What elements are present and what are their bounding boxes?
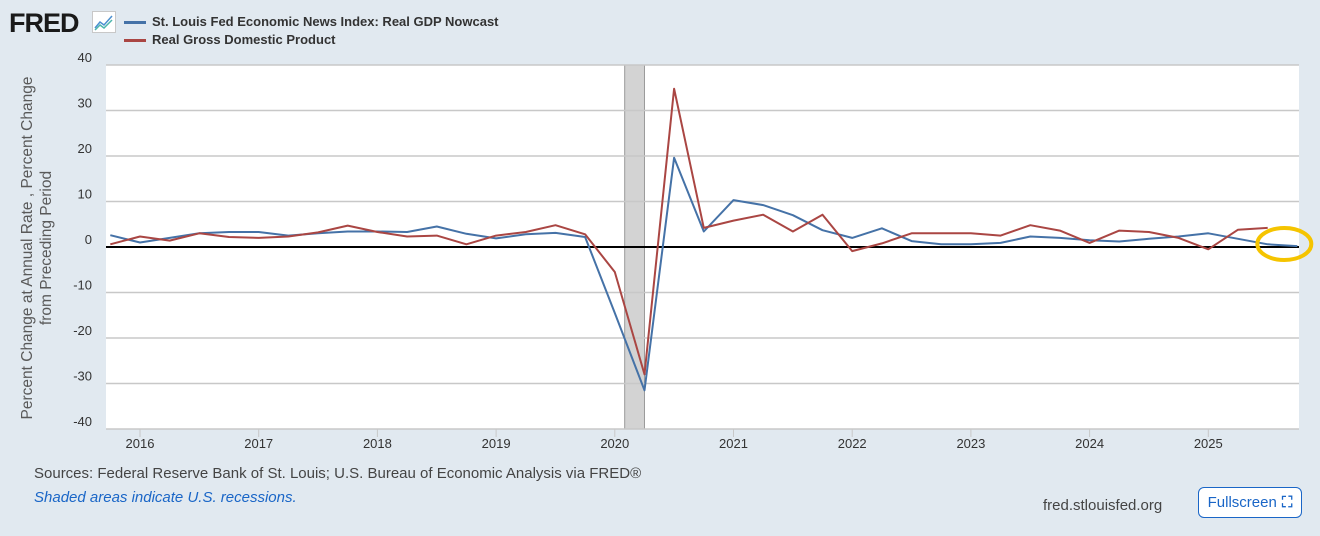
x-tick-label: 2023 xyxy=(956,436,985,451)
x-tick-label: 2018 xyxy=(363,436,392,451)
fred-logo[interactable]: FRED xyxy=(9,8,79,38)
y-tick-label: -20 xyxy=(73,323,92,338)
legend: St. Louis Fed Economic News Index: Real … xyxy=(124,13,499,49)
y-tick-label: -30 xyxy=(73,369,92,384)
y-tick-label: -40 xyxy=(73,414,92,429)
y-tick-label: 40 xyxy=(78,50,92,65)
expand-icon: ⛶ xyxy=(1281,494,1293,511)
x-tick-label: 2020 xyxy=(600,436,629,451)
x-tick-label: 2024 xyxy=(1075,436,1104,451)
fullscreen-label: Fullscreen xyxy=(1207,494,1277,511)
y-tick-label: 0 xyxy=(85,232,92,247)
y-tick-label: 10 xyxy=(78,187,92,202)
line-chart-icon xyxy=(92,11,116,33)
recession-note-link[interactable]: Shaded areas indicate U.S. recessions. xyxy=(34,489,297,506)
x-tick-label: 2025 xyxy=(1194,436,1223,451)
legend-item-nowcast[interactable]: St. Louis Fed Economic News Index: Real … xyxy=(124,13,499,31)
legend-label: St. Louis Fed Economic News Index: Real … xyxy=(152,14,499,29)
x-tick-label: 2019 xyxy=(482,436,511,451)
x-tick-label: 2016 xyxy=(126,436,155,451)
x-tick-label: 2021 xyxy=(719,436,748,451)
legend-item-gdp[interactable]: Real Gross Domestic Product xyxy=(124,31,499,49)
legend-swatch xyxy=(124,38,146,42)
x-tick-label: 2022 xyxy=(838,436,867,451)
y-tick-label: 30 xyxy=(78,96,92,111)
highlight-circle xyxy=(1255,226,1314,262)
legend-label: Real Gross Domestic Product xyxy=(152,32,336,47)
site-url[interactable]: fred.stlouisfed.org xyxy=(1043,497,1163,514)
y-tick-label: -10 xyxy=(73,278,92,293)
y-tick-label: 20 xyxy=(78,141,92,156)
legend-swatch xyxy=(124,20,146,24)
series-line-real-gdp xyxy=(110,87,1268,376)
x-tick-label: 2017 xyxy=(244,436,273,451)
sources-text: Sources: Federal Reserve Bank of St. Lou… xyxy=(34,465,642,482)
fullscreen-button[interactable]: Fullscreen ⛶ xyxy=(1198,487,1302,518)
